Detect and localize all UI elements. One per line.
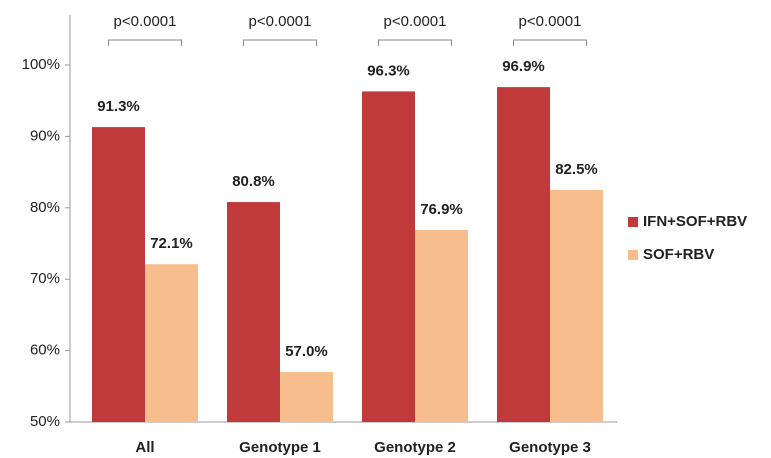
significance-bracket xyxy=(108,39,182,46)
annotation: p<0.0001 xyxy=(384,13,447,30)
value-label: 96.9% xyxy=(502,58,545,75)
x-tick-label: All xyxy=(135,439,154,456)
significance-bracket xyxy=(513,39,587,46)
y-tick-label: 80% xyxy=(30,199,60,216)
bar xyxy=(497,87,550,422)
bar xyxy=(550,189,603,422)
bar xyxy=(415,229,468,422)
value-label: 76.9% xyxy=(420,201,463,218)
x-tick-label: Genotype 1 xyxy=(239,439,321,456)
y-tick-label: 60% xyxy=(30,342,60,359)
annotation: p<0.0001 xyxy=(519,13,582,30)
value-label: 57.0% xyxy=(285,343,328,360)
bar xyxy=(227,202,280,422)
value-label: 82.5% xyxy=(555,161,598,178)
bar xyxy=(145,264,198,422)
legend-swatch xyxy=(628,250,638,260)
y-tick-label: 50% xyxy=(30,413,60,430)
bar xyxy=(280,372,333,422)
value-label: 91.3% xyxy=(97,98,140,115)
legend-swatch xyxy=(628,217,638,227)
annotation: p<0.0001 xyxy=(249,13,312,30)
value-label: 72.1% xyxy=(150,235,193,252)
y-tick-label: 70% xyxy=(30,270,60,287)
legend-label: IFN+SOF+RBV xyxy=(643,213,747,230)
x-tick-label: Genotype 3 xyxy=(509,439,591,456)
x-tick-label: Genotype 2 xyxy=(374,439,456,456)
bar xyxy=(92,127,145,422)
y-tick-label: 90% xyxy=(30,127,60,144)
bar xyxy=(362,91,415,422)
significance-bracket xyxy=(378,39,452,46)
value-label: 80.8% xyxy=(232,173,275,190)
annotation: p<0.0001 xyxy=(114,13,177,30)
value-label: 96.3% xyxy=(367,62,410,79)
significance-bracket xyxy=(243,39,317,46)
legend-label: SOF+RBV xyxy=(643,246,714,263)
y-tick-label: 100% xyxy=(22,56,60,73)
